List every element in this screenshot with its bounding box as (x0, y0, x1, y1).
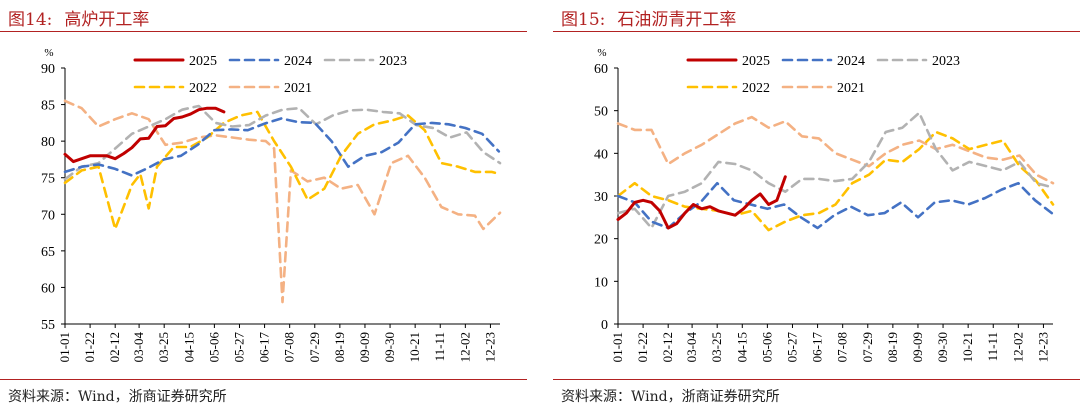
y-tick-label: 60 (41, 281, 55, 296)
legend-label-2024: 2024 (284, 54, 312, 69)
legend-label-2022: 2022 (189, 81, 217, 96)
figure-15-top-rule (553, 31, 1080, 32)
figure-15-source: 资料来源：Wind，浙商证券研究所 (561, 389, 780, 405)
x-tick-label: 06-17 (810, 332, 825, 363)
x-tick-label: 09-09 (910, 332, 925, 362)
legend-label-2021: 2021 (837, 81, 865, 96)
x-tick-label: 03-04 (684, 332, 699, 363)
figure-15-caption: 石油沥青开工率 (617, 10, 737, 30)
x-tick-label: 03-25 (156, 332, 171, 362)
x-tick-label: 12-23 (1035, 332, 1050, 362)
figure-14-panel: 图14: 高炉开工率 55 60 65 70 75 80 85 90% 01-01 01-22 02-… (0, 0, 527, 412)
x-tick-label: 09-30 (935, 332, 950, 362)
blast-furnace-utilization-chart: 55 60 65 70 75 80 85 90% 01-01 01-22 02-12 03-04 03-… (41, 47, 502, 363)
x-tick-label: 10-21 (960, 332, 975, 362)
figure-15-label: 图15: (561, 10, 606, 30)
x-tick-label: 08-19 (885, 332, 900, 362)
series-line-2023 (63, 104, 502, 181)
series-line-2024 (63, 117, 501, 177)
y-tick-label: 55 (41, 318, 55, 333)
x-tick-label: 02-12 (660, 332, 675, 362)
legend-label-2025: 2025 (189, 54, 217, 69)
x-tick-label: 05-06 (759, 332, 774, 363)
x-tick-label: 01-01 (57, 332, 72, 362)
series-line-2025 (616, 175, 787, 230)
x-tick-label: 09-30 (382, 332, 397, 362)
x-tick-label: 11-11 (985, 332, 1000, 361)
figure-14-bottom-rule (0, 379, 527, 380)
figure-15-bottom-rule (553, 379, 1080, 380)
legend-label-2024: 2024 (837, 54, 865, 69)
series-line-2021 (63, 99, 502, 304)
x-tick-label: 10-21 (407, 332, 422, 362)
x-tick-label: 07-29 (860, 332, 875, 362)
series-line-2023 (616, 111, 1055, 230)
x-tick-label: 09-09 (357, 332, 372, 362)
y-tick-label: 40 (594, 147, 608, 162)
x-tick-label: 01-22 (82, 332, 97, 362)
y-tick-label: 10 (594, 275, 608, 290)
figure-14-source: 资料来源：Wind，浙商证券研究所 (8, 389, 227, 405)
y-tick-label: 80 (41, 135, 55, 150)
x-tick-label: 11-11 (432, 332, 447, 361)
series-line-2021 (616, 115, 1055, 185)
x-tick-label: 07-29 (307, 332, 322, 362)
series-line-2022 (63, 110, 502, 231)
legend-label-2021: 2021 (284, 81, 312, 96)
x-tick-label: 12-23 (482, 332, 497, 362)
x-tick-label: 05-27 (231, 332, 246, 363)
x-tick-label: 12-02 (457, 332, 472, 362)
y-axis-unit-label: % (44, 47, 53, 59)
figure-14-caption: 高炉开工率 (64, 10, 150, 30)
x-tick-label: 02-12 (107, 332, 122, 362)
y-tick-label: 0 (601, 318, 608, 333)
y-tick-label: 90 (41, 62, 55, 77)
figure-15-panel: 图15: 石油沥青开工率 0 10 20 30 40 50 60% 01-01 01-22 02-1… (553, 0, 1080, 412)
y-tick-label: 20 (594, 233, 608, 248)
x-tick-label: 08-19 (332, 332, 347, 362)
legend-label-2023: 2023 (932, 54, 960, 69)
series-line-2025 (63, 106, 226, 164)
y-tick-label: 65 (41, 245, 55, 260)
x-tick-label: 04-15 (734, 332, 749, 362)
x-tick-label: 01-01 (610, 332, 625, 362)
figure-14-label: 图14: (8, 10, 53, 30)
y-axis-unit-label: % (597, 47, 606, 59)
x-tick-label: 07-08 (835, 332, 850, 362)
x-tick-label: 04-15 (181, 332, 196, 362)
legend-label-2022: 2022 (742, 81, 770, 96)
figure-15-title: 图15: 石油沥青开工率 (561, 5, 736, 30)
y-tick-label: 30 (594, 190, 608, 205)
y-tick-label: 50 (594, 105, 608, 120)
legend-label-2023: 2023 (379, 54, 407, 69)
y-tick-label: 85 (41, 99, 55, 114)
x-tick-label: 01-22 (635, 332, 650, 362)
x-tick-label: 07-08 (282, 332, 297, 362)
x-tick-label: 03-25 (709, 332, 724, 362)
y-tick-label: 75 (41, 172, 55, 187)
y-tick-label: 60 (594, 62, 608, 77)
legend-label-2025: 2025 (742, 54, 770, 69)
x-tick-label: 05-27 (784, 332, 799, 363)
asphalt-utilization-chart: 0 10 20 30 40 50 60% 01-01 01-22 02-12 03-04 03-25 0… (594, 47, 1055, 363)
y-tick-label: 70 (41, 208, 55, 223)
x-tick-label: 06-17 (257, 332, 272, 363)
x-tick-label: 12-02 (1010, 332, 1025, 362)
x-tick-label: 05-06 (206, 332, 221, 363)
x-tick-label: 03-04 (131, 332, 146, 363)
figure-14-title: 图14: 高炉开工率 (8, 5, 149, 30)
figure-14-top-rule (0, 31, 527, 32)
